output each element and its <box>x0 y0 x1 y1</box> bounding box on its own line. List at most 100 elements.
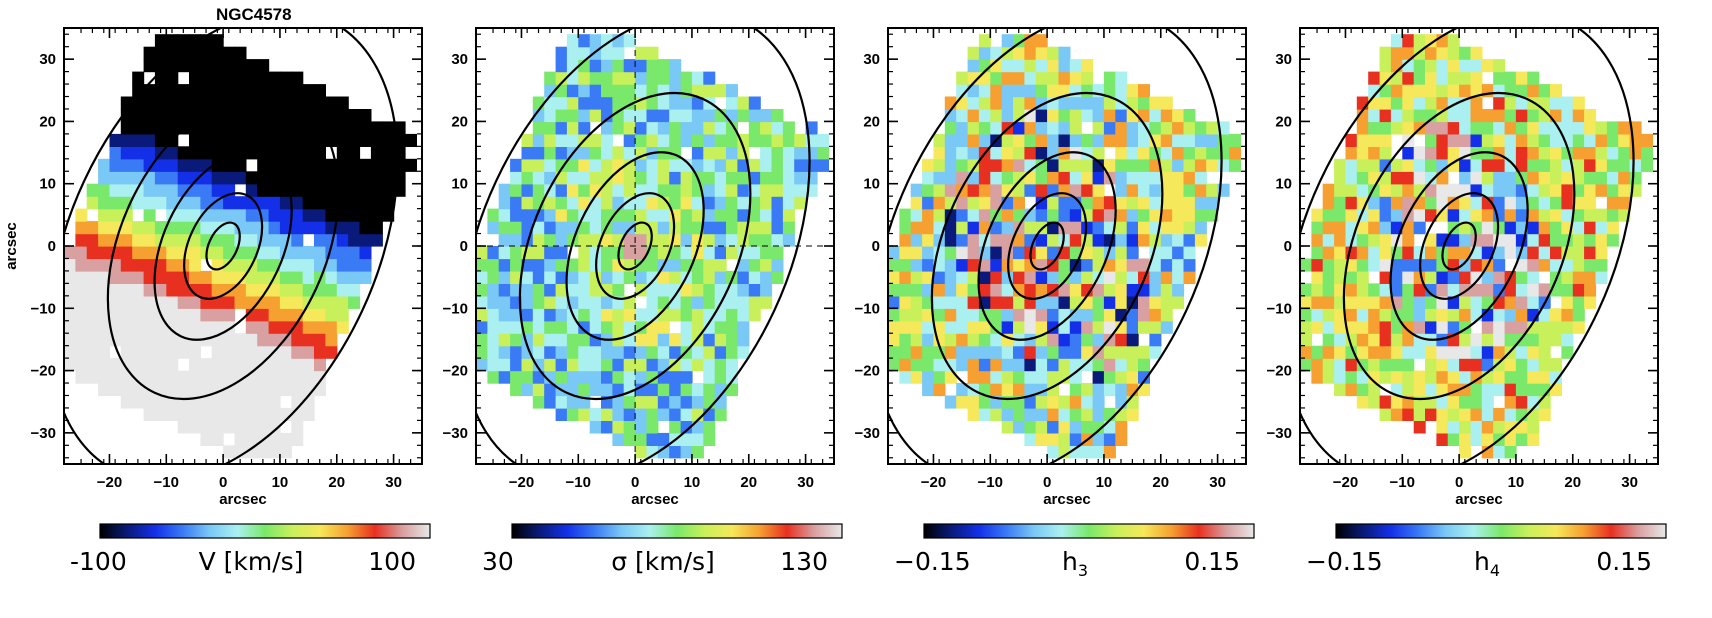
map-pixel <box>86 333 99 347</box>
map-pixel <box>748 295 761 309</box>
map-pixel <box>669 370 682 384</box>
map-pixel <box>370 146 383 160</box>
map-pixel <box>1493 358 1506 372</box>
map-pixel <box>1504 196 1517 210</box>
map-pixel <box>268 358 281 372</box>
map-pixel <box>1368 171 1381 185</box>
map-pixel <box>1356 395 1369 409</box>
map-pixel <box>691 345 704 359</box>
map-pixel <box>691 320 704 334</box>
map-pixel <box>1402 233 1415 247</box>
map-pixel <box>1504 183 1517 197</box>
map-pixel <box>555 283 568 297</box>
map-pixel <box>669 84 682 98</box>
map-pixel <box>1447 84 1460 98</box>
map-pixel <box>189 59 201 73</box>
map-pixel <box>956 208 969 222</box>
map-pixel <box>1013 171 1025 185</box>
map-pixel <box>291 345 304 359</box>
map-pixel <box>1300 320 1312 334</box>
map-pixel <box>544 96 557 110</box>
map-pixel <box>154 171 167 185</box>
map-pixel <box>98 246 111 260</box>
map-pixel <box>166 383 179 397</box>
map-pixel <box>245 59 258 73</box>
map-pixel <box>922 345 935 359</box>
map-pixel <box>1493 420 1506 434</box>
map-pixel <box>805 158 818 172</box>
map-pixel <box>1092 445 1105 459</box>
map-pixel <box>1402 109 1415 123</box>
isophote-contour <box>1007 192 1088 300</box>
map-pixel <box>680 96 693 110</box>
map-pixel <box>1425 407 1437 421</box>
map-pixel <box>98 383 111 397</box>
map-pixel <box>245 121 258 135</box>
map-pixel <box>612 121 625 135</box>
map-pixel <box>1493 171 1506 185</box>
map-pixel <box>143 109 156 123</box>
map-pixel <box>1368 121 1381 135</box>
map-pixel <box>933 196 946 210</box>
map-pixel <box>737 208 750 222</box>
map-pixel <box>922 233 935 247</box>
map-pixel <box>782 158 795 172</box>
x-tick-label: 20 <box>740 474 757 491</box>
map-pixel <box>555 146 568 160</box>
map-pixel <box>1561 320 1574 334</box>
map-pixel <box>555 345 568 359</box>
map-pixel <box>291 171 304 185</box>
map-pixel <box>120 158 133 172</box>
map-pixel <box>623 183 636 197</box>
map-pixel <box>109 258 122 272</box>
isophotes <box>1300 28 1635 464</box>
map-pixel <box>1379 133 1392 147</box>
map-pixel <box>1058 270 1071 284</box>
map-pixel <box>601 71 613 85</box>
map-pixel <box>189 246 201 260</box>
map-pixel <box>336 171 349 185</box>
map-pixel <box>336 221 349 235</box>
map-pixel <box>922 208 935 222</box>
map-pixel <box>1069 270 1082 284</box>
map-pixel <box>64 295 76 309</box>
map-pixel <box>760 246 773 260</box>
map-pixel <box>336 121 349 135</box>
map-pixel <box>1515 270 1528 284</box>
map-pixel <box>1322 333 1335 347</box>
map-pixel <box>1334 320 1347 334</box>
map-pixel <box>714 196 727 210</box>
x-tick-label: 0 <box>631 474 639 491</box>
map-pixel <box>200 59 213 73</box>
map-pixel <box>680 333 693 347</box>
map-pixel <box>521 308 534 322</box>
map-pixel <box>748 283 761 297</box>
y-tick-label: 0 <box>460 238 468 255</box>
map-pixel <box>1115 270 1128 284</box>
map-pixel <box>200 370 213 384</box>
map-pixel <box>1092 283 1105 297</box>
map-pixel <box>1001 208 1014 222</box>
map-pixel <box>967 46 980 60</box>
map-pixel <box>899 270 912 284</box>
map-pixel <box>1058 221 1071 235</box>
map-pixel <box>555 158 568 172</box>
map-pixel <box>1115 333 1128 347</box>
map-pixel <box>714 121 727 135</box>
map-pixel <box>967 109 980 123</box>
map-pixel <box>211 432 224 446</box>
map-pixel <box>1356 246 1369 260</box>
map-pixel <box>691 295 704 309</box>
map-pixel <box>487 295 500 309</box>
map-pixel <box>245 383 258 397</box>
map-pixel <box>1413 59 1426 73</box>
map-pixel <box>1425 34 1437 48</box>
map-pixel <box>279 258 292 272</box>
map-pixel <box>1001 370 1014 384</box>
map-pixel <box>680 395 693 409</box>
map-pixel <box>978 395 991 409</box>
map-pixel <box>817 146 829 160</box>
map-pixel <box>132 383 145 397</box>
map-pixel <box>1527 358 1540 372</box>
map-pixel <box>510 221 523 235</box>
